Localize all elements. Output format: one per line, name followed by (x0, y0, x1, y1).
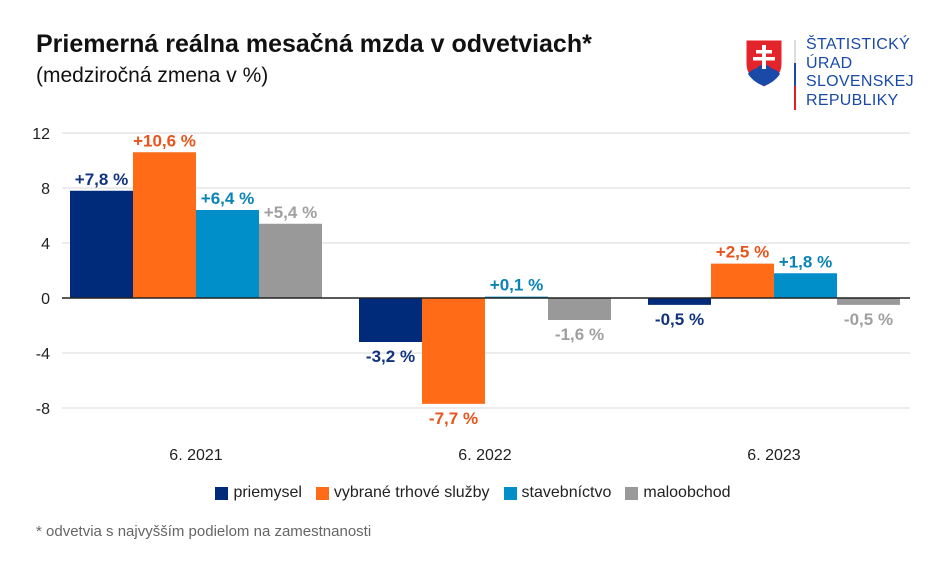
legend-swatch (503, 486, 517, 500)
legend-swatch (625, 486, 639, 500)
data-label: +5,4 % (264, 203, 317, 222)
legend: priemysel vybrané trhové služby stavební… (0, 484, 946, 502)
y-tick-label: 12 (32, 126, 50, 143)
chart-title: Priemerná reálna mesačná mzda v odvetvia… (36, 30, 592, 58)
data-label: -1,6 % (555, 325, 604, 344)
legend-item: stavebníctvo (503, 484, 612, 502)
bar-priemysel (648, 298, 711, 305)
bar-stavebníctvo (774, 273, 837, 298)
data-label: +1,8 % (779, 252, 832, 271)
legend-item: maloobchod (625, 484, 731, 502)
chart-subtitle: (medziročná zmena v %) (36, 64, 269, 87)
bar-priemysel (70, 190, 133, 298)
legend-swatch (315, 486, 329, 500)
data-label: -3,2 % (366, 347, 415, 366)
data-label: +10,6 % (133, 131, 196, 150)
logo-line: REPUBLIKY (806, 91, 899, 109)
logo-line: ÚRAD (806, 54, 853, 72)
y-tick-label: 0 (41, 291, 50, 308)
logo-divider (794, 40, 796, 110)
legend-item: priemysel (215, 484, 302, 502)
legend-label: vybrané trhové služby (333, 484, 490, 501)
legend-label: stavebníctvo (521, 484, 612, 501)
data-label: +0,1 % (490, 276, 543, 295)
logo-line: SLOVENSKEJ (806, 73, 914, 90)
bar-stavebníctvo (196, 210, 259, 298)
x-tick-label: 6. 2021 (169, 447, 222, 464)
data-label: +7,8 % (75, 170, 128, 189)
legend-label: maloobchod (643, 484, 731, 501)
y-tick-label: 4 (41, 236, 50, 253)
footnote: * odvetvia s najvyšším podielom na zames… (36, 523, 372, 540)
x-tick-label: 6. 2023 (747, 447, 800, 464)
coat-of-arms-logo (745, 39, 783, 88)
bar-vybrané-trhové-služby (711, 263, 774, 298)
y-tick-label: -8 (36, 401, 50, 418)
y-tick-label: 8 (41, 181, 50, 198)
bar-priemysel (359, 298, 422, 342)
data-label: -7,7 % (429, 409, 478, 428)
bar-maloobchod (548, 298, 611, 320)
bar-vybrané-trhové-služby (133, 152, 196, 298)
bar-maloobchod (259, 223, 322, 298)
logo-line: ŠTATISTICKÝ (806, 36, 911, 53)
legend-label: priemysel (233, 484, 302, 501)
x-tick-label: 6. 2022 (458, 447, 511, 464)
data-label: -0,5 % (844, 310, 893, 329)
data-label: +6,4 % (201, 189, 254, 208)
y-tick-label: -4 (36, 346, 50, 363)
legend-swatch (215, 486, 229, 500)
legend-item: vybrané trhové služby (315, 484, 490, 502)
data-label: +2,5 % (716, 243, 769, 262)
bar-chart: 12 8 4 0 -4 -8 +7,8 % +10,6 % +6,4 % +5,4 % 6. 202… (32, 126, 910, 464)
bar-maloobchod (837, 298, 900, 305)
logo-text: ŠTATISTICKÝ ÚRAD SLOVENSKEJ REPUBLIKY (806, 36, 914, 110)
bar-vybrané-trhové-služby (422, 298, 485, 404)
data-label: -0,5 % (655, 310, 704, 329)
